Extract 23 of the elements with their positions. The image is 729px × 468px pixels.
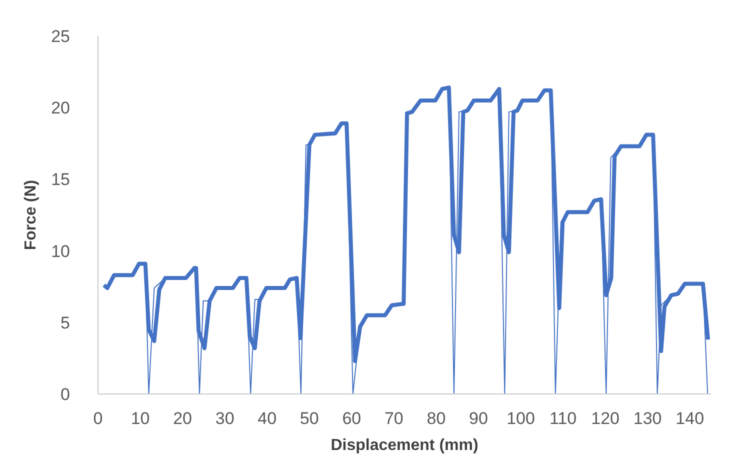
y-axis-title: Force (N) bbox=[22, 180, 40, 250]
x-tick-label: 120 bbox=[591, 409, 620, 428]
x-tick-label: 20 bbox=[173, 409, 192, 428]
y-tick-label: 15 bbox=[51, 170, 70, 190]
x-tick-label: 40 bbox=[258, 409, 277, 428]
y-tick-label: 0 bbox=[60, 385, 70, 404]
y-tick-label: 20 bbox=[51, 98, 70, 118]
x-tick-label: 140 bbox=[676, 409, 704, 428]
x-tick-label: 0 bbox=[93, 409, 103, 428]
x-tick-label: 130 bbox=[633, 409, 662, 428]
x-tick-label: 100 bbox=[506, 409, 535, 428]
y-tick-label: 25 bbox=[51, 27, 70, 46]
x-tick-label: 60 bbox=[342, 409, 362, 428]
x-axis-title: Displacement (mm) bbox=[330, 437, 478, 454]
y-tick-label: 5 bbox=[60, 313, 70, 332]
x-tick-label: 50 bbox=[300, 409, 319, 428]
x-tick-label: 30 bbox=[215, 409, 234, 428]
x-tick-label: 110 bbox=[549, 409, 577, 428]
x-tick-label: 80 bbox=[426, 409, 446, 428]
x-tick-label: 70 bbox=[384, 409, 404, 428]
x-tick-label: 90 bbox=[469, 409, 488, 428]
y-tick-label: 10 bbox=[51, 242, 70, 261]
x-tick-label: 10 bbox=[130, 409, 150, 428]
